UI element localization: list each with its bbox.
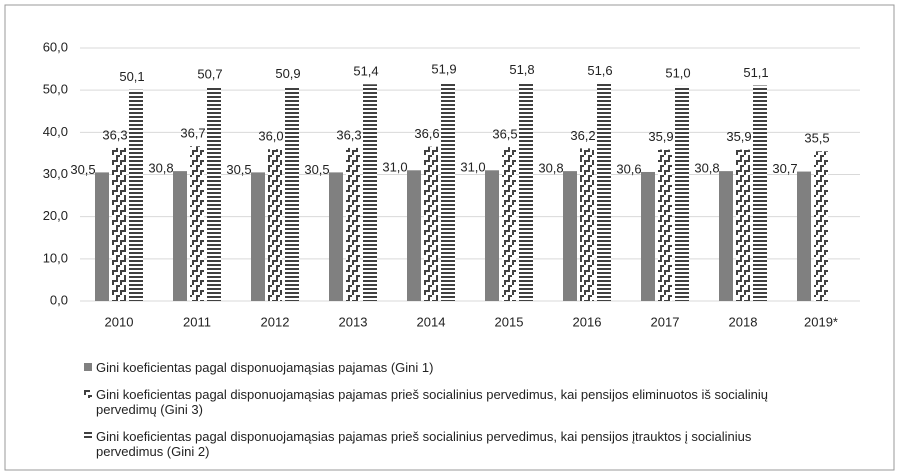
swatch xyxy=(84,390,92,398)
legend-item: Gini koeficientas pagal disponuojamąsias… xyxy=(84,429,804,459)
value-label: 35,9 xyxy=(648,129,673,144)
bar xyxy=(441,82,455,301)
value-label: 30,7 xyxy=(772,161,797,176)
bar xyxy=(329,172,343,301)
bar xyxy=(407,170,421,301)
bar xyxy=(502,147,516,301)
value-label: 50,1 xyxy=(119,69,144,84)
x-tick-label: 2011 xyxy=(183,314,211,329)
x-tick-label: 2016 xyxy=(573,314,602,329)
bar xyxy=(736,149,750,301)
value-label: 50,7 xyxy=(197,67,222,82)
bar xyxy=(797,171,811,301)
value-label: 36,7 xyxy=(180,126,205,141)
x-tick-label: 2014 xyxy=(417,314,446,329)
y-tick-label: 50,0 xyxy=(43,82,68,97)
bar xyxy=(814,151,828,301)
value-label: 35,9 xyxy=(726,129,751,144)
bar xyxy=(173,171,187,301)
bar xyxy=(190,146,204,301)
value-label: 51,8 xyxy=(509,62,534,77)
value-label: 30,5 xyxy=(304,162,329,177)
value-label: 31,0 xyxy=(460,160,485,175)
bar xyxy=(519,82,533,302)
bar xyxy=(129,89,143,302)
value-label: 51,1 xyxy=(743,65,768,80)
bar xyxy=(95,172,109,301)
x-tick-label: 2013 xyxy=(339,314,368,329)
legend-swatch xyxy=(84,432,92,440)
bar xyxy=(268,149,282,301)
legend-swatch xyxy=(84,363,92,371)
value-label: 30,5 xyxy=(70,162,95,177)
value-label: 35,5 xyxy=(804,131,829,146)
bar xyxy=(719,171,733,301)
bar xyxy=(207,87,221,301)
x-tick-label: 2017 xyxy=(651,314,680,329)
value-label: 36,2 xyxy=(570,128,595,143)
swatch xyxy=(84,363,92,371)
bar xyxy=(641,171,655,301)
value-label: 30,8 xyxy=(694,161,719,176)
value-label: 30,8 xyxy=(148,161,173,176)
frame xyxy=(4,4,895,471)
x-tick-label: 2018 xyxy=(729,314,758,329)
legend-label: Gini koeficientas pagal disponuojamąsias… xyxy=(96,387,769,417)
y-tick-label: 30,0 xyxy=(43,166,68,181)
value-label: 36,0 xyxy=(258,129,283,144)
bar xyxy=(597,83,611,301)
bar xyxy=(675,85,689,301)
value-label: 31,0 xyxy=(382,160,407,175)
value-label: 36,5 xyxy=(492,127,517,142)
value-label: 51,6 xyxy=(587,63,612,78)
value-label: 30,5 xyxy=(226,162,251,177)
y-tick-label: 20,0 xyxy=(43,208,68,223)
legend-label: Gini koeficientas pagal disponuojamąsias… xyxy=(96,360,434,375)
x-tick-label: 2015 xyxy=(495,314,524,329)
value-label: 51,4 xyxy=(353,64,378,79)
value-label: 36,3 xyxy=(336,127,361,142)
bar xyxy=(112,147,126,301)
legend-label: Gini koeficientas pagal disponuojamąsias… xyxy=(96,429,752,459)
y-tick-label: 10,0 xyxy=(43,250,68,265)
value-label: 50,9 xyxy=(275,66,300,81)
x-tick-label: 2019* xyxy=(804,314,838,329)
value-label: 51,9 xyxy=(431,62,456,77)
legend: Gini koeficientas pagal disponuojamąsias… xyxy=(84,360,804,471)
legend-item: Gini koeficientas pagal disponuojamąsias… xyxy=(84,360,804,375)
bar xyxy=(563,171,577,301)
swatch xyxy=(84,432,92,440)
bar xyxy=(363,84,377,301)
value-label: 30,8 xyxy=(538,161,563,176)
bar xyxy=(485,170,499,301)
x-tick-label: 2010 xyxy=(105,314,134,329)
bar xyxy=(753,85,767,301)
bar xyxy=(346,147,360,301)
bar xyxy=(424,146,438,301)
y-tick-label: 0,0 xyxy=(50,292,68,307)
bar xyxy=(658,149,672,301)
y-tick-label: 60,0 xyxy=(43,39,68,54)
value-label: 51,0 xyxy=(665,65,690,80)
bar xyxy=(285,86,299,301)
bar xyxy=(251,172,265,301)
y-tick-label: 40,0 xyxy=(43,124,68,139)
value-label: 36,6 xyxy=(414,126,439,141)
x-tick-label: 2012 xyxy=(261,314,290,329)
value-label: 36,3 xyxy=(102,127,127,142)
legend-swatch xyxy=(84,390,92,398)
bar xyxy=(580,148,594,301)
value-label: 30,6 xyxy=(616,161,641,176)
legend-item: Gini koeficientas pagal disponuojamąsias… xyxy=(84,387,804,417)
